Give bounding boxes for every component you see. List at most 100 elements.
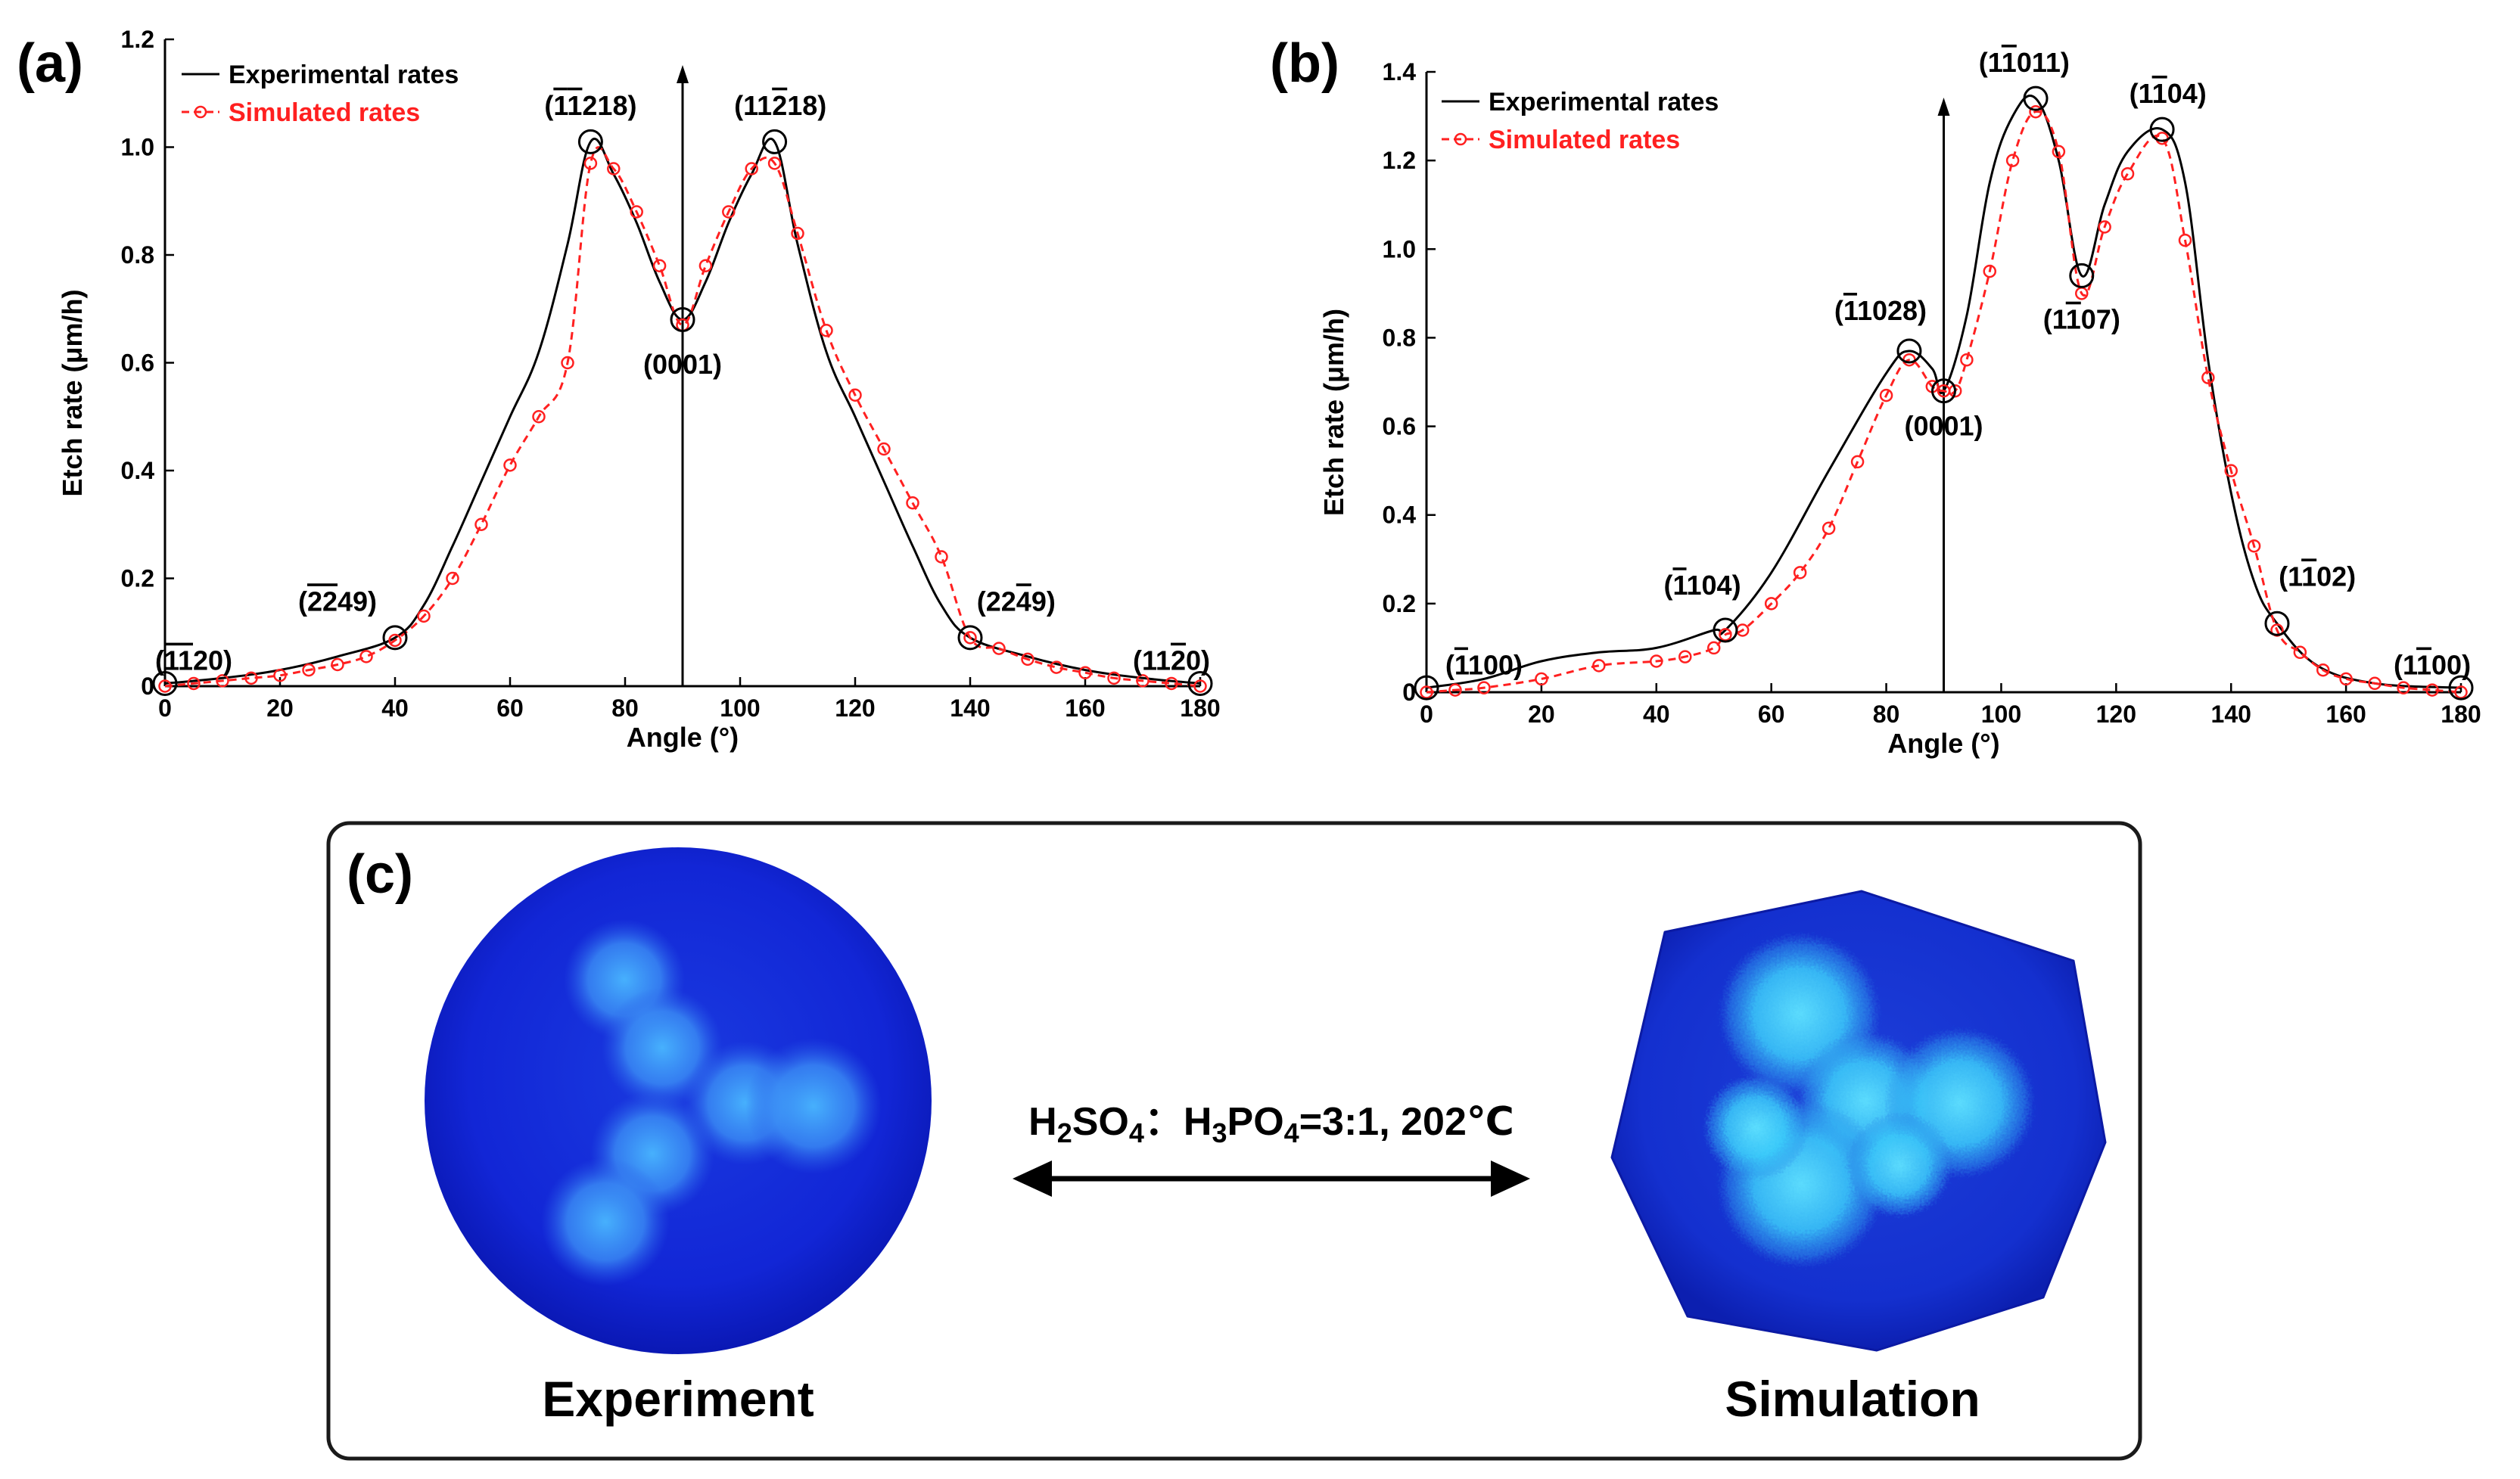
simulated-point bbox=[583, 157, 598, 170]
simulated-point bbox=[963, 631, 977, 645]
simulated-point bbox=[1165, 676, 1178, 691]
experiment-sphere bbox=[425, 847, 932, 1354]
simulated-point bbox=[302, 663, 316, 677]
legend: Experimental rates Simulated rates bbox=[182, 61, 459, 127]
facet-marker bbox=[1896, 338, 1922, 364]
simulated-point bbox=[2425, 683, 2439, 697]
x-axis-label: Angle (°) bbox=[627, 722, 739, 753]
simulated-point bbox=[2247, 539, 2261, 553]
y-tick-label: 0.4 bbox=[121, 457, 155, 484]
facet-label: (1100) bbox=[2394, 650, 2471, 681]
legend-label-experimental: Experimental rates bbox=[229, 61, 459, 89]
y-tick-label: 0.4 bbox=[1383, 502, 1417, 529]
facet-marker bbox=[2448, 675, 2474, 701]
panel-c: (c) Experiment H2SO4：H3PO4=3:1, 202℃ bbox=[326, 821, 2142, 1461]
y-tick-label: 0.8 bbox=[1383, 324, 1416, 351]
simulated-point bbox=[1650, 654, 1663, 668]
simulated-point bbox=[1136, 674, 1150, 688]
facet-marker bbox=[1931, 378, 1956, 404]
x-tick-label: 60 bbox=[1758, 701, 1785, 728]
facet-marker bbox=[670, 307, 695, 332]
x-tick-label: 140 bbox=[2211, 701, 2251, 728]
facet-label: (11011) bbox=[1979, 47, 2070, 78]
y-axis-label: Etch rate (μm/h) bbox=[57, 289, 88, 496]
simulated-point bbox=[1107, 671, 1121, 685]
facet-label: (2249) bbox=[977, 586, 1056, 617]
y-tick-label: 0.6 bbox=[1383, 413, 1416, 440]
simulated-point bbox=[1021, 652, 1034, 666]
simulated-point bbox=[1879, 388, 1893, 402]
facet-marker bbox=[2023, 85, 2049, 111]
simulated-point bbox=[2005, 154, 2020, 167]
simulated-point bbox=[216, 674, 229, 688]
simulated-point bbox=[1850, 455, 1865, 469]
simulated-point bbox=[767, 157, 782, 170]
legend-marker-simulated bbox=[194, 105, 207, 119]
simulated-point bbox=[1793, 566, 1807, 579]
y-tick-label: 1.0 bbox=[121, 134, 154, 161]
facet-marker bbox=[1414, 675, 1439, 701]
facet-label: (11218) bbox=[734, 90, 826, 121]
facet-marker bbox=[957, 625, 983, 651]
simulated-point bbox=[906, 496, 919, 510]
x-tick-label: 180 bbox=[1180, 694, 1220, 722]
y-tick-label: 0 bbox=[141, 673, 154, 700]
simulated-point bbox=[331, 657, 344, 672]
simulated-point bbox=[1706, 641, 1721, 655]
x-tick-label: 0 bbox=[158, 694, 172, 722]
simulated-point bbox=[474, 517, 488, 531]
simulated-point bbox=[503, 458, 517, 472]
simulated-point bbox=[2368, 676, 2382, 691]
simulated-point bbox=[1764, 597, 1778, 611]
y-axis-label: Etch rate (μm/h) bbox=[1318, 309, 1349, 516]
facet-marker bbox=[152, 670, 178, 696]
panel-a-label: (a) bbox=[17, 33, 83, 94]
facet-label: (0001) bbox=[643, 349, 722, 380]
simulated-point bbox=[2293, 645, 2307, 660]
series-simulated-line bbox=[164, 146, 1201, 688]
x-tick-label: 60 bbox=[496, 694, 524, 722]
y-tick-label: 1.4 bbox=[1383, 58, 1417, 85]
simulated-point bbox=[1535, 672, 1548, 686]
facet-label: (1102) bbox=[2279, 561, 2356, 592]
simulated-point bbox=[2098, 220, 2111, 234]
simulated-point bbox=[2052, 144, 2066, 159]
simulated-point bbox=[607, 162, 621, 176]
simulated-point bbox=[1050, 660, 1063, 674]
x-tick-label: 40 bbox=[381, 694, 409, 722]
x-tick-label: 20 bbox=[266, 694, 294, 722]
y-tick-label: 0.2 bbox=[121, 565, 154, 592]
facet-label: (2249) bbox=[298, 586, 377, 617]
simulated-point bbox=[446, 571, 459, 586]
simulated-point bbox=[1193, 679, 1207, 693]
x-tick-label: 100 bbox=[720, 694, 760, 722]
experiment-caption: Experiment bbox=[542, 1371, 814, 1427]
simulated-point bbox=[791, 226, 804, 241]
legend-label-simulated: Simulated rates bbox=[1489, 126, 1680, 154]
simulated-point bbox=[877, 442, 891, 456]
simulated-point bbox=[2224, 464, 2238, 477]
simulated-point bbox=[1477, 681, 1491, 694]
facet-marker bbox=[762, 129, 788, 154]
x-tick-label: 20 bbox=[1528, 701, 1555, 728]
facet-label: (1104) bbox=[1663, 570, 1741, 601]
simulated-point bbox=[652, 259, 667, 272]
facet-label: (11218) bbox=[544, 90, 636, 121]
y-tick-label: 1.0 bbox=[1383, 235, 1416, 263]
simulated-point bbox=[273, 669, 287, 682]
simulated-point bbox=[2120, 166, 2135, 181]
chart-a: (a) 0 20 40 60 80 100 120 140 160 180 0 0.2 0.4 0.6 0.… bbox=[17, 26, 1221, 753]
facet-marker bbox=[2069, 263, 2095, 288]
x-tick-label: 40 bbox=[1643, 701, 1670, 728]
simulated-point bbox=[2397, 681, 2410, 694]
simulated-point bbox=[820, 324, 833, 337]
x-tick-label: 100 bbox=[1981, 701, 2021, 728]
simulated-point bbox=[1448, 683, 1462, 697]
normal-arrowhead bbox=[1937, 98, 1950, 116]
simulated-point bbox=[1678, 650, 1692, 663]
y-tick-label: 1.2 bbox=[121, 26, 154, 53]
panel-b-label: (b) bbox=[1270, 33, 1339, 94]
x-tick-label: 80 bbox=[611, 694, 639, 722]
facet-label: (1107) bbox=[2043, 304, 2120, 335]
simulated-point bbox=[1719, 628, 1732, 642]
